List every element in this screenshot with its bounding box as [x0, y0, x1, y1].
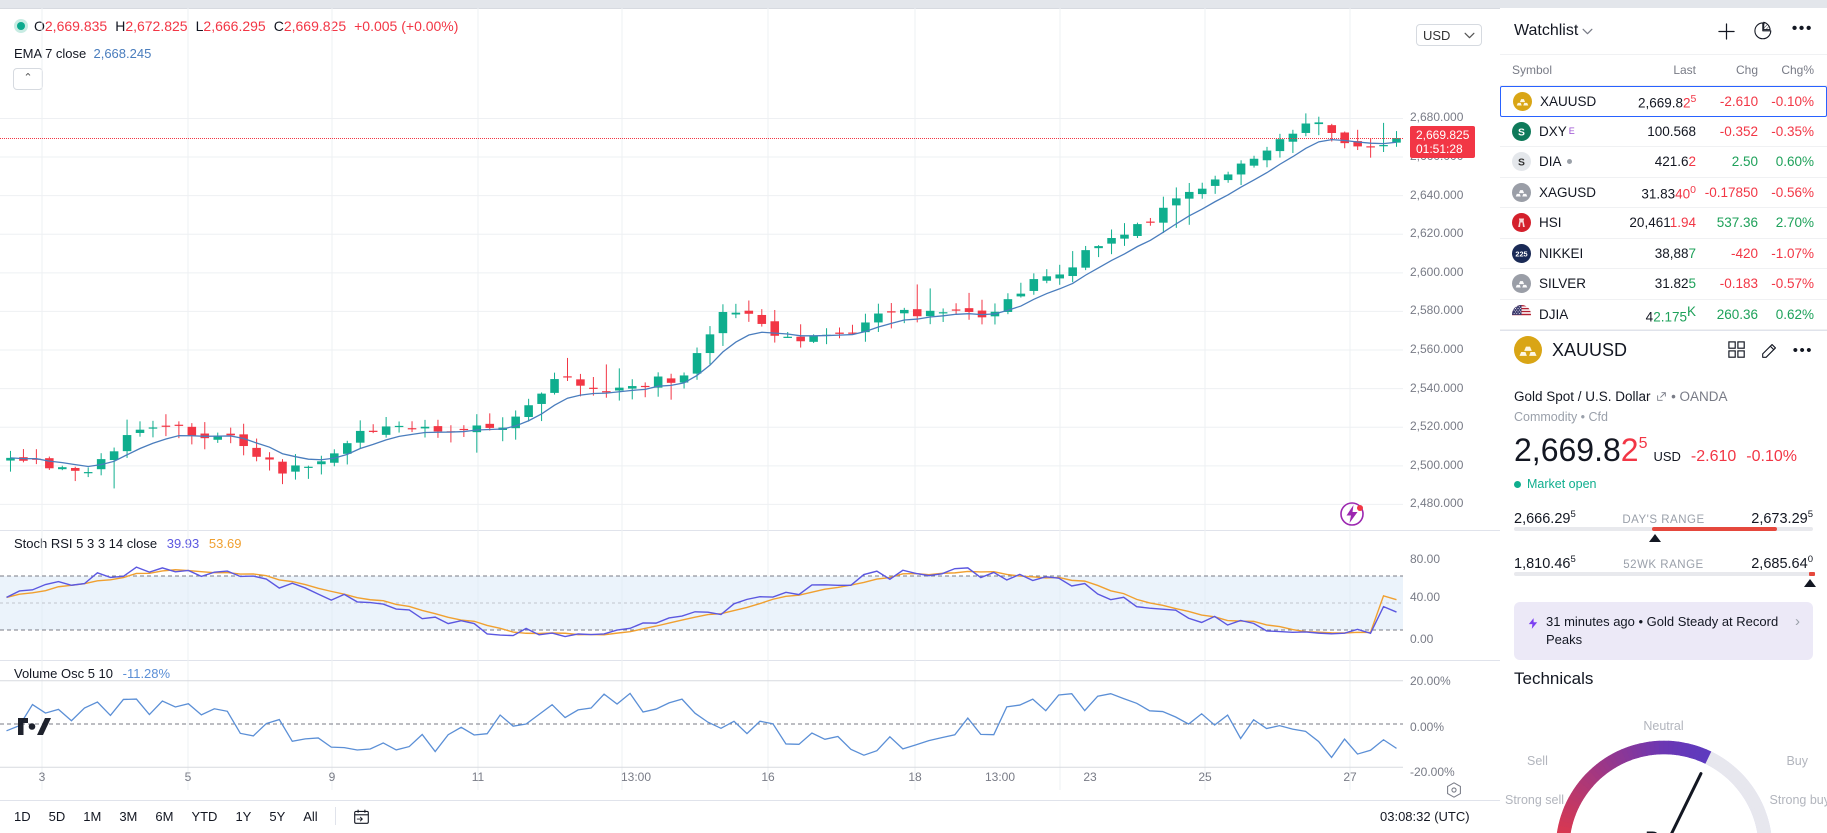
svg-text:225: 225 — [1515, 249, 1527, 258]
svg-text:S: S — [1518, 158, 1525, 169]
svg-text:S: S — [1518, 127, 1525, 138]
